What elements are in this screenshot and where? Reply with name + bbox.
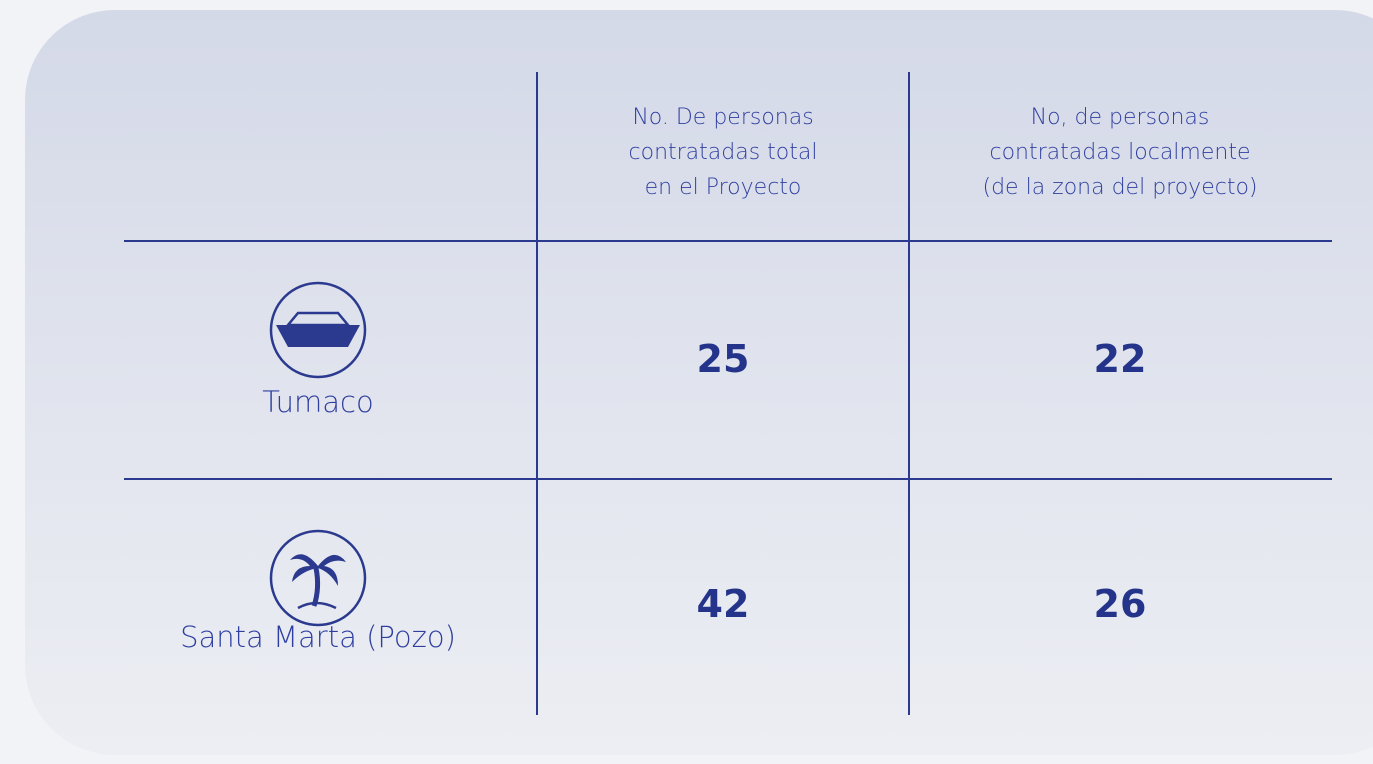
row-label: Santa Marta (Pozo) <box>180 620 456 654</box>
row-divider <box>124 240 1332 242</box>
boat-icon <box>269 281 367 379</box>
column-divider <box>536 72 538 715</box>
column-divider <box>908 72 910 715</box>
column-header: No, de personas contratadas localmente (… <box>934 100 1306 205</box>
header-line: contratadas total <box>628 140 818 165</box>
cell-value: 26 <box>1093 582 1147 626</box>
cell-value: 22 <box>1093 337 1147 381</box>
palm-icon <box>269 529 367 627</box>
card <box>25 10 1373 755</box>
header-line: No. De personas <box>632 105 814 130</box>
cell-value: 25 <box>696 337 750 381</box>
row-divider <box>124 478 1332 480</box>
cell-value: 42 <box>696 582 750 626</box>
header-line: contratadas localmente <box>989 140 1251 165</box>
header-line: en el Proyecto <box>644 175 802 200</box>
header-line: No, de personas <box>1030 105 1210 130</box>
header-line: (de la zona del proyecto) <box>982 175 1258 200</box>
row-label: Tumaco <box>262 385 374 419</box>
column-header: No. De personas contratadas total en el … <box>537 100 909 205</box>
